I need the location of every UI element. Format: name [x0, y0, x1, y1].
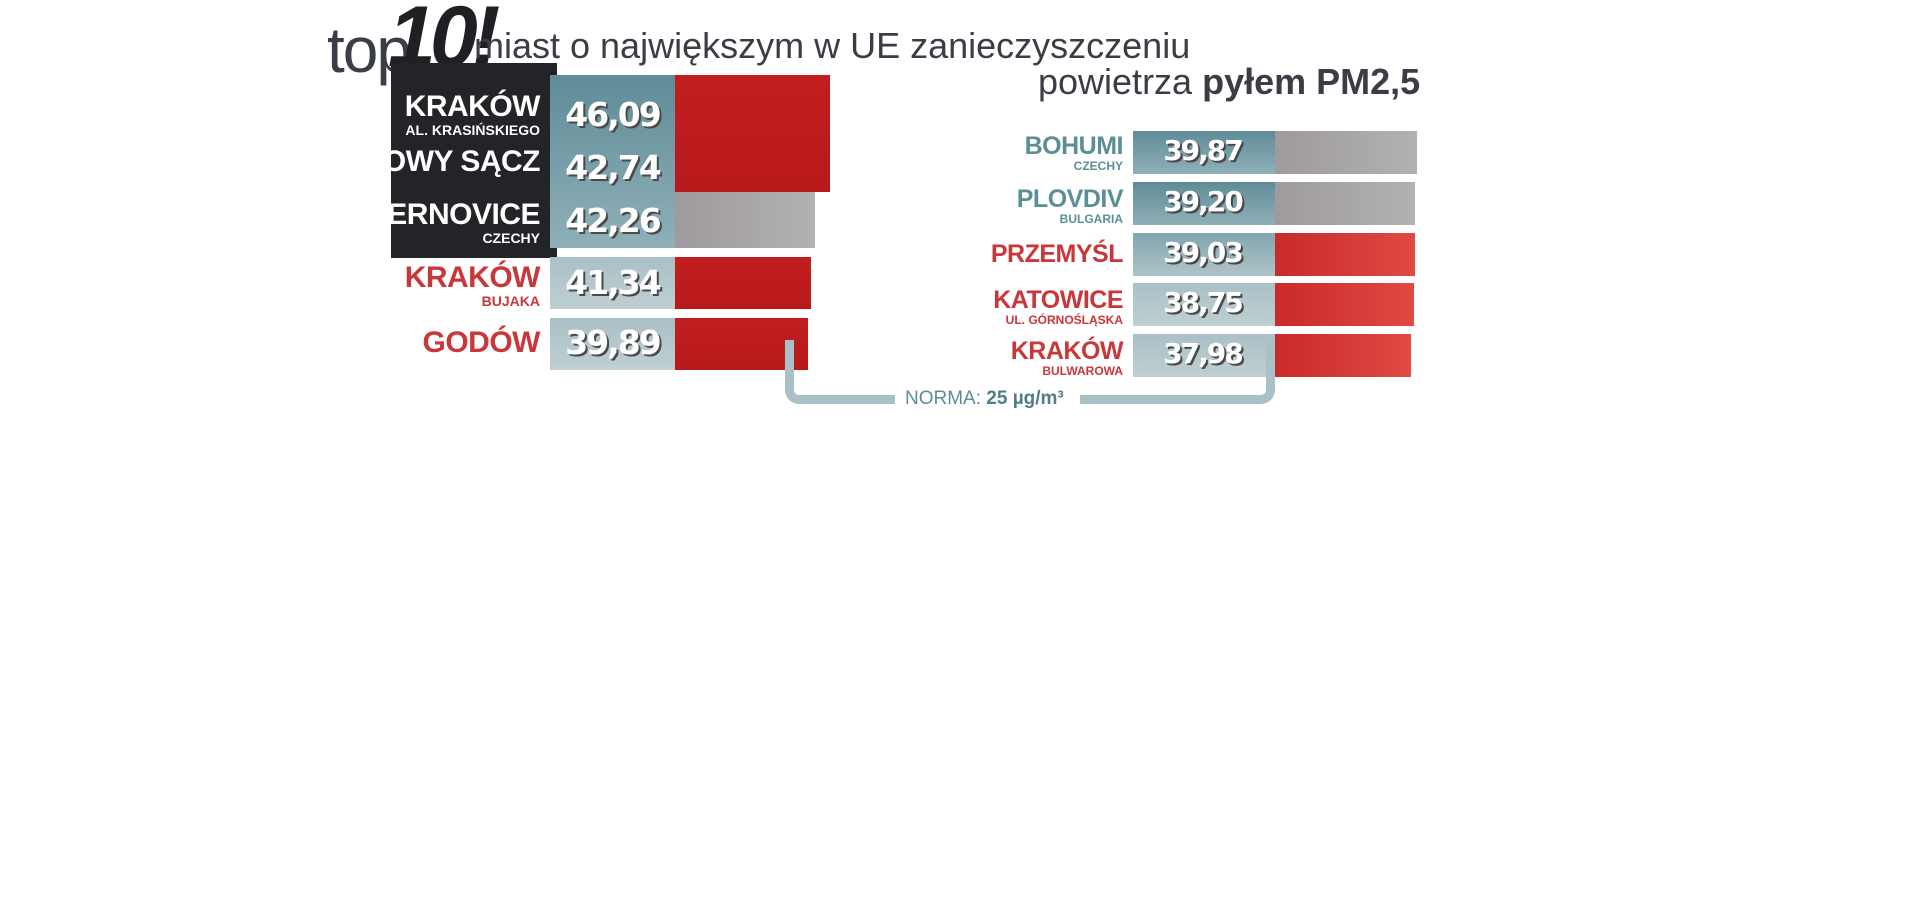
value-label-2: 42,74: [565, 148, 661, 187]
value-panel-8: [1133, 233, 1275, 276]
value-label-7: 39,20: [1163, 185, 1244, 218]
value-panel-7: [1133, 182, 1275, 225]
value-label-3: 42,26: [565, 201, 661, 240]
city-label-1: KRAKÓW AL. KRASIŃSKIEGO: [404, 90, 541, 138]
title-line-1: miast o największym w UE zanieczyszczeni…: [474, 25, 1191, 66]
top3-value-panel: [550, 75, 675, 248]
bar-fill-3: [675, 192, 815, 248]
norma-gap: [895, 385, 1080, 415]
value-panel-5: [550, 318, 675, 370]
city-label-7: PLOVDIV BULGARIA: [1016, 185, 1124, 226]
value-label-6: 39,87: [1163, 134, 1244, 167]
title-line-2-bold: pyłem PM2,5: [1202, 61, 1421, 102]
value-panel-9: [1133, 283, 1275, 326]
city-label-9: KATOWICE UL. GÓRNOŚLĄSKA: [993, 286, 1123, 327]
value-panel-6: [1133, 131, 1275, 174]
city-label-6: BOHUMI CZECHY: [1024, 132, 1124, 173]
city-label-4: KRAKÓW BUJAKA: [404, 261, 541, 309]
city-label-8: PRZEMYŚL: [990, 240, 1124, 268]
city-label-2: NOWY SĄCZ: [361, 145, 541, 178]
title-line-2: powietrza pyłem PM2,5: [1038, 64, 1420, 100]
bar-fill-8: [1275, 233, 1415, 276]
norma-value: 25 µg/m³: [986, 388, 1064, 409]
bar-fill-10: [1275, 334, 1411, 377]
value-label-1: 46,09: [565, 95, 661, 134]
value-label-5: 39,89: [565, 323, 661, 362]
value-label-9: 38,75: [1163, 286, 1244, 319]
value-label-8: 39,03: [1163, 236, 1244, 269]
bar-fill-9: [1275, 283, 1414, 326]
value-panel-10: [1133, 334, 1275, 377]
title-line-2-normal: powietrza: [1038, 61, 1193, 102]
city-label-3: VERNOVICE CZECHY: [367, 198, 541, 246]
bar-fill-4: [675, 257, 811, 309]
bar-fill-6: [1275, 131, 1417, 174]
value-label-4: 41,34: [565, 263, 661, 302]
bar-fill-7: [1275, 182, 1415, 225]
city-label-10: KRAKÓW BULWAROWA: [1010, 337, 1124, 378]
top3-background: [391, 63, 557, 258]
norma-label: NORMA: 25 µg/m³: [905, 388, 1064, 410]
norma-label-text: NORMA:: [905, 388, 981, 409]
value-label-10: 37,98: [1163, 337, 1244, 370]
city-label-5: GODÓW: [422, 326, 541, 359]
bar-fill-1-2: [675, 75, 830, 192]
value-panel-4: [550, 257, 675, 309]
